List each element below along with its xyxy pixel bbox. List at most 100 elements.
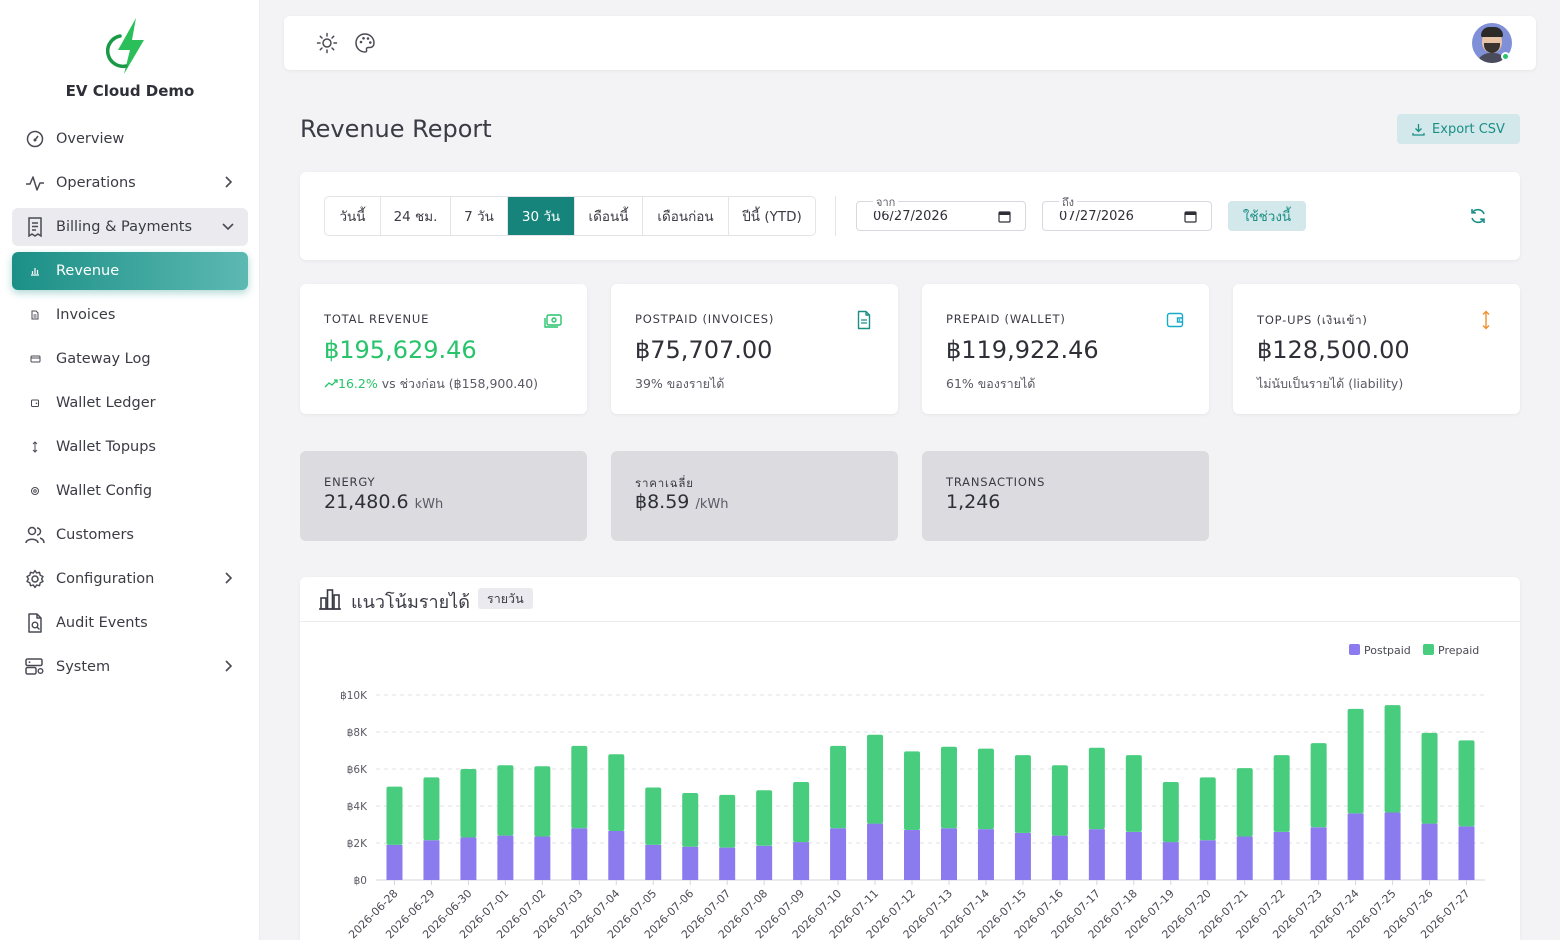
bar-postpaid <box>682 846 699 880</box>
cash-icon <box>544 314 562 328</box>
bar-prepaid <box>1421 732 1438 824</box>
from-date-value: 06/27/2026 <box>873 208 948 224</box>
y-tick-label: ฿10K <box>340 690 368 702</box>
sidebar-item-label: Operations <box>56 175 136 191</box>
bar-postpaid <box>1051 835 1068 880</box>
lightning-logo-icon <box>106 18 144 74</box>
mini-title: ราคาเฉลี่ย <box>635 476 694 490</box>
legend-label: Prepaid <box>1438 644 1479 657</box>
stat-title: POSTPAID (INVOICES) <box>635 312 775 326</box>
stat-subtext: 39% ของรายได้ <box>635 376 725 391</box>
stat-value: ฿75,707.00 <box>635 336 773 364</box>
refresh-icon[interactable] <box>1469 207 1487 225</box>
legend-swatch <box>1349 644 1360 655</box>
bar-postpaid <box>497 835 514 880</box>
sidebar-item-gateway-log[interactable]: Gateway Log <box>12 340 248 378</box>
bar-postpaid <box>571 828 588 880</box>
bar-postpaid <box>1347 813 1364 880</box>
range-this-month-button[interactable]: เดือนนี้ <box>575 197 643 235</box>
to-date-input[interactable]: ถึง 07/27/2026 <box>1042 193 1212 231</box>
bar-chart-small-icon <box>24 260 46 282</box>
range-24h-button[interactable]: 24 ชม. <box>381 197 451 235</box>
brand-name: EV Cloud Demo <box>65 82 195 100</box>
bar-postpaid <box>1421 823 1438 880</box>
sidebar-item-audit-events[interactable]: Audit Events <box>12 604 248 642</box>
calendar-icon[interactable] <box>998 210 1011 223</box>
sidebar-item-wallet-topups[interactable]: Wallet Topups <box>12 428 248 466</box>
sidebar-item-label: Overview <box>56 131 125 147</box>
sidebar-item-overview[interactable]: Overview <box>12 120 248 158</box>
sidebar-item-billing-payments[interactable]: Billing & Payments <box>12 208 248 246</box>
date-filter-card: วันนี้ 24 ชม. 7 วัน 30 วัน เดือนนี้ เดือ… <box>300 172 1520 260</box>
energy-value: 21,480.6 <box>324 491 409 513</box>
sidebar-item-customers[interactable]: Customers <box>12 516 248 554</box>
stat-subtext: 16.2% vs ช่วงก่อน (฿158,900.40) <box>324 374 538 394</box>
chevron-down-icon <box>222 223 234 231</box>
arrows-vertical-small-icon <box>24 436 46 458</box>
bar-prepaid <box>719 794 736 848</box>
sidebar-item-wallet-config[interactable]: Wallet Config <box>12 472 248 510</box>
trend-compare: vs ช่วงก่อน (฿158,900.40) <box>377 376 539 391</box>
bar-prepaid <box>1458 740 1475 827</box>
avatar-body <box>1476 53 1508 63</box>
mini-title: ENERGY <box>324 475 376 489</box>
bar-postpaid <box>1014 832 1031 880</box>
brand: EV Cloud Demo <box>0 16 260 100</box>
y-tick-label: ฿8K <box>347 727 368 739</box>
activity-icon <box>24 172 46 194</box>
bar-postpaid <box>1088 829 1105 880</box>
bar-prepaid <box>1125 755 1142 832</box>
range-30d-button[interactable]: 30 วัน <box>508 197 575 235</box>
file-small-icon <box>24 304 46 326</box>
sidebar-item-wallet-ledger[interactable]: Wallet Ledger <box>12 384 248 422</box>
card-small-icon <box>24 348 46 370</box>
sidebar-item-invoices[interactable]: Invoices <box>12 296 248 334</box>
sidebar-item-operations[interactable]: Operations <box>12 164 248 202</box>
bar-postpaid <box>977 829 994 880</box>
stat-value: ฿128,500.00 <box>1257 336 1410 364</box>
bar-prepaid <box>1088 747 1105 830</box>
bar-prepaid <box>1236 768 1253 837</box>
sidebar-item-label: Wallet Topups <box>56 439 156 455</box>
palette-icon[interactable] <box>354 32 376 54</box>
apply-range-button[interactable]: ใช้ช่วงนี้ <box>1228 201 1306 231</box>
energy-unit: kWh <box>414 497 444 512</box>
chart-title: แนวโน้มรายได้ <box>351 592 470 613</box>
bar-prepaid <box>904 751 921 831</box>
calendar-icon[interactable] <box>1184 210 1197 223</box>
bar-postpaid <box>1273 831 1290 880</box>
file-search-icon <box>24 612 46 634</box>
avg-price-card: ราคาเฉลี่ย ฿8.59 /kWh <box>611 451 898 541</box>
bar-prepaid <box>793 781 810 843</box>
bar-postpaid <box>1162 842 1179 880</box>
export-csv-button[interactable]: Export CSV <box>1397 114 1520 144</box>
energy-card: ENERGY 21,480.6 kWh <box>300 451 587 541</box>
postpaid-card: POSTPAID (INVOICES) ฿75,707.00 39% ของรา… <box>611 284 898 414</box>
sun-icon[interactable] <box>316 32 338 54</box>
avg-price-value: ฿8.59 <box>635 491 690 513</box>
topups-card: TOP-UPS (เงินเข้า) ฿128,500.00 ไม่นับเป็… <box>1233 284 1520 414</box>
wallet-icon <box>1166 312 1184 328</box>
gear-icon <box>24 568 46 590</box>
range-last-month-button[interactable]: เดือนก่อน <box>643 197 729 235</box>
sidebar-item-configuration[interactable]: Configuration <box>12 560 248 598</box>
sidebar-item-label: Revenue <box>56 263 120 279</box>
from-date-input[interactable]: จาก 06/27/2026 <box>856 193 1026 231</box>
avatar-hair <box>1481 27 1503 37</box>
range-7d-button[interactable]: 7 วัน <box>451 197 508 235</box>
sidebar: EV Cloud Demo Overview Operations Billin… <box>0 0 260 940</box>
range-ytd-button[interactable]: ปีนี้ (YTD) <box>742 209 802 225</box>
stat-title: TOTAL REVENUE <box>324 312 430 326</box>
from-date-label: จาก <box>873 193 899 211</box>
bar-prepaid <box>1347 708 1364 814</box>
bar-prepaid <box>756 790 773 846</box>
export-csv-label: Export CSV <box>1432 121 1505 137</box>
sidebar-item-revenue[interactable]: Revenue <box>12 252 248 290</box>
stat-value: ฿119,922.46 <box>946 336 1099 364</box>
bar-prepaid <box>1273 755 1290 832</box>
bar-prepaid <box>497 765 514 836</box>
sidebar-item-system[interactable]: System <box>12 648 248 686</box>
users-icon <box>24 524 46 546</box>
range-today-button[interactable]: วันนี้ <box>325 197 381 235</box>
